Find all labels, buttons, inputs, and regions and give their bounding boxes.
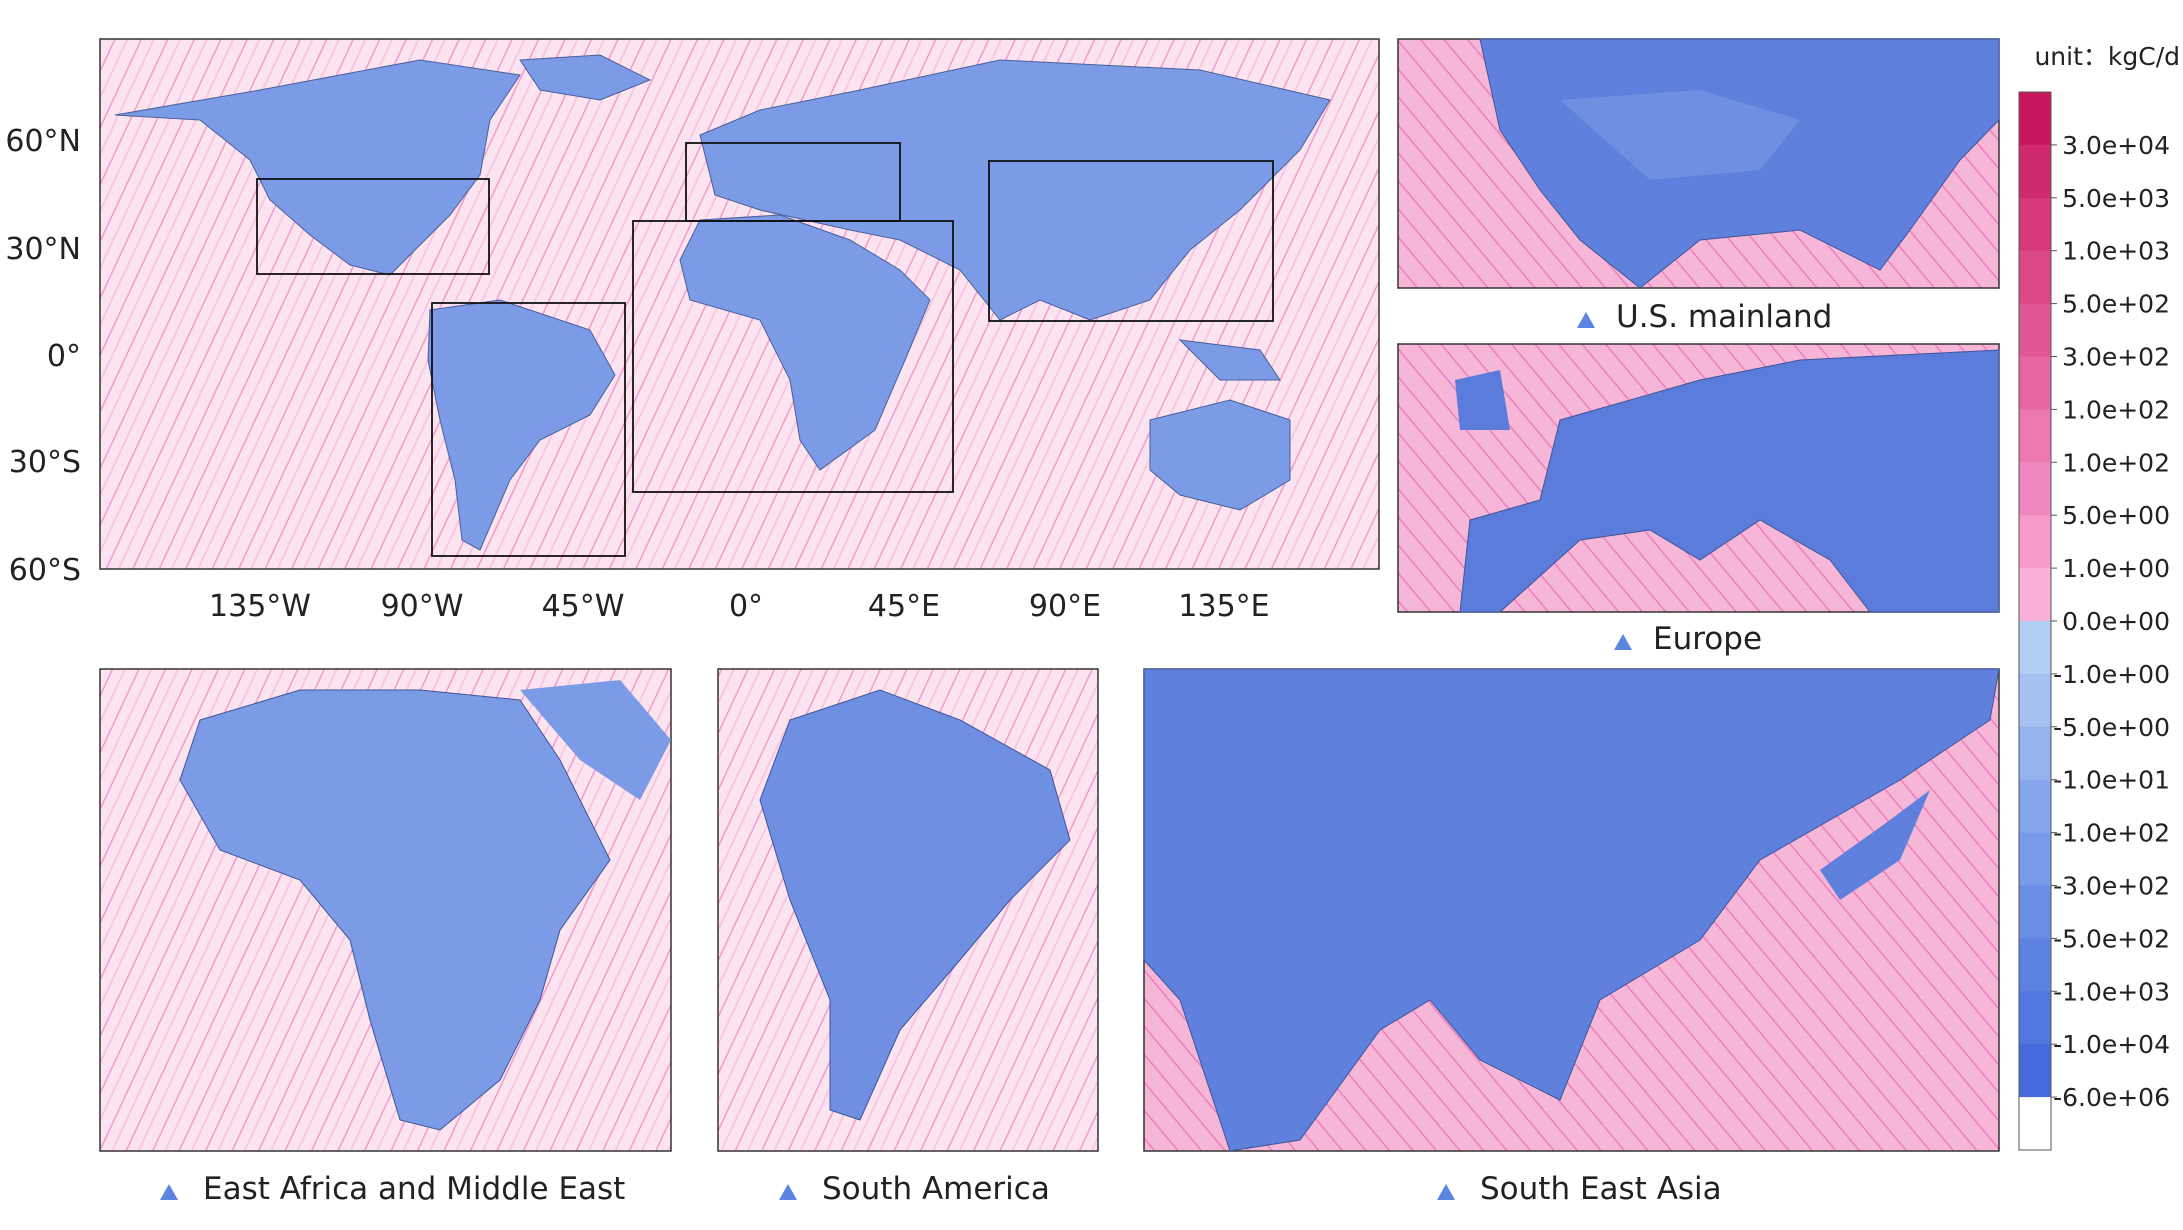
inset-us xyxy=(1397,38,2000,289)
colorbar-label: -6.0e+06 xyxy=(2053,1083,2170,1112)
colorbar-cell xyxy=(2019,779,2051,834)
lat-label: 60°S xyxy=(9,553,81,588)
colorbar: 3.0e+04 5.0e+03 1.0e+03 5.0e+02 3.0e+02 1.0e+… xyxy=(2018,91,2170,1151)
colorbar-cell xyxy=(2019,726,2051,781)
inset-caption: South East Asia xyxy=(1480,1171,1722,1207)
inset-asia xyxy=(1143,668,2000,1152)
colorbar-label: 1.0e+02 xyxy=(2062,395,2170,424)
lat-label: 30°S xyxy=(9,445,81,480)
inset-caption: East Africa and Middle East xyxy=(203,1171,625,1207)
colorbar-label: -1.0e+03 xyxy=(2053,977,2170,1006)
colorbar-cell xyxy=(2019,1044,2051,1098)
lon-label: 45°E xyxy=(868,589,940,624)
colorbar-cell xyxy=(2019,1097,2051,1151)
colorbar-label: -5.0e+00 xyxy=(2053,713,2170,742)
colorbar-cell xyxy=(2019,462,2051,516)
colorbar-cell xyxy=(2019,409,2051,463)
colorbar-unit: unit：kgC/d xyxy=(2034,42,2180,71)
colorbar-cell xyxy=(2019,303,2051,357)
colorbar-label: -1.0e+01 xyxy=(2053,766,2170,795)
colorbar-cell xyxy=(2019,250,2051,305)
inset-europe xyxy=(1397,343,2000,613)
lon-label: 135°E xyxy=(1178,589,1269,624)
colorbar-label: 5.0e+00 xyxy=(2062,501,2170,530)
colorbar-cell xyxy=(2019,197,2051,252)
lat-label: 30°N xyxy=(5,232,81,267)
colorbar-label: 5.0e+03 xyxy=(2062,184,2170,213)
colorbar-label: 3.0e+04 xyxy=(2062,131,2170,160)
inset-boxes xyxy=(256,142,1274,557)
colorbar-label: -1.0e+02 xyxy=(2053,819,2170,848)
colorbar-label: 0.0e+00 xyxy=(2062,607,2170,636)
land xyxy=(114,54,1331,551)
colorbar-label: 3.0e+02 xyxy=(2062,343,2170,372)
inset-south-america xyxy=(717,668,1099,1152)
colorbar-label: 1.0e+02 xyxy=(2062,448,2170,477)
colorbar-cell xyxy=(2019,568,2051,622)
colorbar-cell xyxy=(2019,92,2051,146)
caption-markers xyxy=(160,312,1632,1200)
lat-label: 60°N xyxy=(5,124,81,159)
colorbar-cell xyxy=(2019,673,2051,728)
colorbar-cell xyxy=(2019,621,2051,675)
colorbar-cell xyxy=(2019,515,2051,569)
inset-caption: U.S. mainland xyxy=(1616,299,1832,335)
inset-africa xyxy=(99,668,672,1152)
lon-label: 90°W xyxy=(381,589,464,624)
lon-label: 90°E xyxy=(1029,589,1101,624)
colorbar-cell xyxy=(2019,885,2051,939)
lon-label: 0° xyxy=(729,589,763,624)
inset-caption: Europe xyxy=(1653,621,1762,657)
colorbar-label: 5.0e+02 xyxy=(2062,290,2170,319)
colorbar-label: 1.0e+03 xyxy=(2062,237,2170,266)
inset-caption: South America xyxy=(822,1171,1050,1207)
lon-label: 45°W xyxy=(542,589,625,624)
colorbar-cell xyxy=(2019,938,2051,992)
colorbar-cell xyxy=(2019,991,2051,1045)
colorbar-label: -1.0e+04 xyxy=(2053,1030,2170,1059)
colorbar-label: 1.0e+00 xyxy=(2062,554,2170,583)
colorbar-cell xyxy=(2019,144,2051,199)
colorbar-cell xyxy=(2019,356,2051,410)
colorbar-cell xyxy=(2019,832,2051,886)
lat-label: 0° xyxy=(47,339,81,374)
world-map: 60°N 30°N 0° 30°S 60°S 135°W 90°W 45°W 0… xyxy=(5,38,1380,624)
colorbar-label: -1.0e+00 xyxy=(2053,660,2170,689)
colorbar-label: -5.0e+02 xyxy=(2053,924,2170,953)
lon-label: 135°W xyxy=(209,589,311,624)
colorbar-label: -3.0e+02 xyxy=(2053,872,2170,901)
